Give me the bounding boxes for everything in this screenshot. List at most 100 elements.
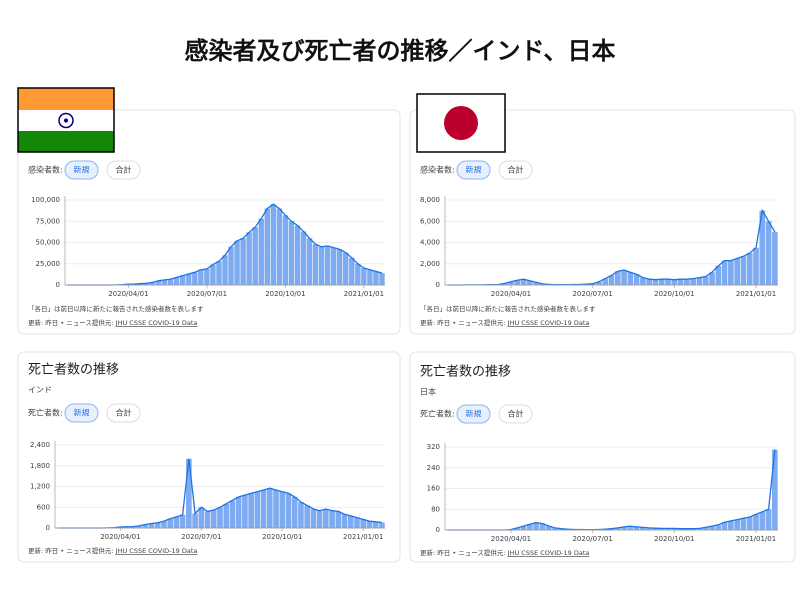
x-tick-label: 2020/04/01 (100, 533, 140, 541)
bar (304, 506, 310, 528)
toggle-label[interactable]: 新規 (74, 408, 90, 418)
metric-label: 死亡者数: (28, 408, 63, 418)
bar (628, 272, 634, 285)
bar (342, 514, 348, 528)
toggle-label[interactable]: 新規 (74, 165, 90, 175)
card-heading: 死亡者数の推移 (28, 363, 119, 378)
bar (703, 277, 709, 286)
bar (216, 261, 221, 285)
bar (336, 511, 342, 528)
y-tick-label: 8,000 (420, 196, 440, 204)
bar (319, 247, 324, 285)
bar (772, 232, 778, 285)
x-tick-label: 2021/01/01 (736, 535, 776, 543)
bar (186, 459, 192, 528)
bar (659, 279, 665, 285)
source-link[interactable]: JHU CSSE COVID-19 Data (507, 319, 590, 327)
metric-label: 感染者数: (28, 165, 63, 175)
toggle-label[interactable]: 合計 (508, 409, 524, 419)
bar (242, 495, 248, 528)
bar (379, 522, 385, 528)
chart-note: 「各日」は前日以降に新たに報告された感染者数を表します (28, 304, 204, 313)
y-tick-label: 0 (436, 526, 440, 534)
x-tick-label: 2020/07/01 (181, 533, 221, 541)
y-tick-label: 100,000 (31, 196, 60, 204)
bar (267, 488, 273, 528)
bar (360, 519, 366, 528)
bar (759, 512, 765, 530)
bar (298, 502, 304, 528)
bar (180, 276, 185, 285)
bar (766, 221, 772, 285)
bar (198, 270, 203, 285)
toggle-label[interactable]: 合計 (116, 408, 132, 418)
source-link[interactable]: JHU CSSE COVID-19 Data (115, 319, 198, 327)
toggle-label[interactable]: 新規 (466, 409, 482, 419)
bar (653, 280, 659, 285)
source-link[interactable]: JHU CSSE COVID-19 Data (507, 549, 590, 557)
y-tick-label: 1,200 (30, 483, 50, 491)
bar (734, 258, 740, 285)
bar (747, 517, 753, 530)
bar (373, 271, 378, 285)
bar (331, 248, 336, 285)
bar (678, 279, 684, 285)
bar (753, 248, 759, 285)
bar (728, 521, 734, 530)
bar (277, 209, 282, 286)
bar (234, 241, 239, 285)
bar (367, 270, 372, 285)
bar (747, 253, 753, 285)
bar (354, 518, 360, 528)
bar (697, 278, 703, 285)
slide-title: 感染者及び死亡者の推移／インド、日本 (184, 37, 615, 65)
bar (248, 493, 254, 528)
x-tick-label: 2020/10/01 (265, 290, 305, 298)
bar (180, 515, 186, 528)
x-tick-label: 2020/10/01 (262, 533, 302, 541)
source-line: 更新: 昨日 • ニュース提供元: JHU CSSE COVID-19 Data (420, 548, 589, 557)
y-tick-label: 75,000 (36, 217, 61, 225)
y-tick-label: 0 (56, 281, 60, 289)
bar (728, 261, 734, 285)
bar (222, 255, 227, 285)
card-subtitle: 日本 (420, 387, 436, 397)
bar (311, 509, 317, 528)
source-line: 更新: 昨日 • ニュース提供元: JHU CSSE COVID-19 Data (420, 318, 589, 327)
chart-note: 「各日」は前日以降に新たに報告された感染者数を表します (420, 304, 596, 313)
bar (307, 238, 312, 285)
x-tick-label: 2020/07/01 (572, 290, 612, 298)
card-heading: 死亡者数の推移 (420, 365, 511, 380)
y-tick-label: 600 (37, 503, 50, 511)
bar (684, 279, 690, 285)
y-tick-label: 25,000 (36, 260, 61, 268)
bar (329, 511, 335, 528)
bar (292, 497, 298, 528)
bar (373, 522, 379, 528)
y-tick-label: 80 (431, 505, 440, 513)
bar (255, 492, 261, 528)
bar (273, 490, 279, 528)
toggle-label[interactable]: 合計 (116, 165, 132, 175)
bar (289, 221, 294, 285)
bar (317, 511, 323, 528)
japan-flag (417, 94, 505, 152)
y-tick-label: 2,000 (420, 260, 440, 268)
bar (204, 269, 209, 285)
y-tick-label: 50,000 (36, 239, 61, 247)
source-prefix: 更新: 昨日 • ニュース提供元: (420, 548, 508, 557)
bar (665, 279, 671, 285)
source-link[interactable]: JHU CSSE COVID-19 Data (115, 547, 198, 555)
bar (230, 500, 236, 528)
bar (323, 509, 329, 528)
y-tick-label: 160 (427, 485, 440, 493)
y-tick-label: 6,000 (420, 217, 440, 225)
source-prefix: 更新: 昨日 • ニュース提供元: (28, 318, 116, 327)
bar (734, 520, 740, 530)
toggle-label[interactable]: 新規 (466, 165, 482, 175)
bar (672, 280, 678, 285)
toggle-label[interactable]: 合計 (508, 165, 524, 175)
bar (192, 272, 197, 285)
bar (199, 507, 205, 528)
